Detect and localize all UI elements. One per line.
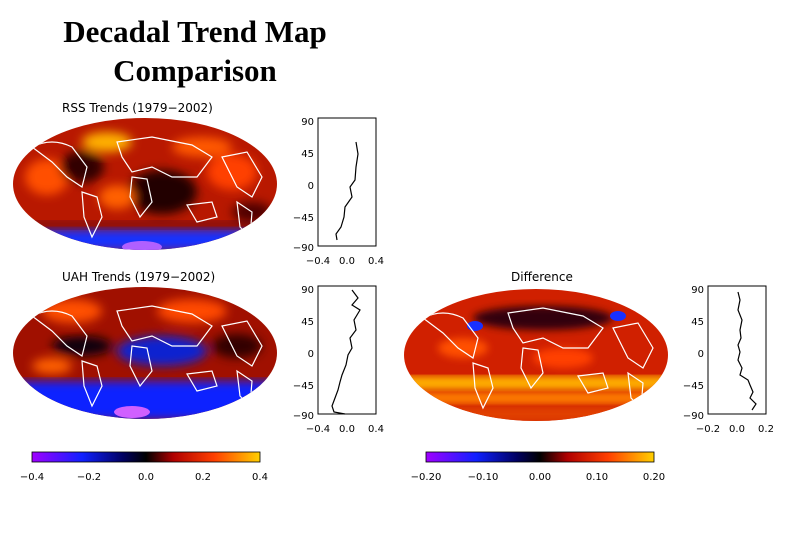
y-tick: −90 <box>293 411 314 422</box>
profile-curve <box>335 141 359 241</box>
x-tick: 0.2 <box>758 424 774 435</box>
colorbar-tick: −0.2 <box>77 472 101 483</box>
x-tick: 0.0 <box>339 256 355 267</box>
colorbar-tick: 0.10 <box>586 472 608 483</box>
y-tick: −45 <box>683 381 704 392</box>
title-line-2: Comparison <box>113 53 277 88</box>
uah-map-label: UAH Trends (1979−2002) <box>62 270 216 284</box>
page-title: Decadal Trend Map Comparison <box>20 12 370 90</box>
y-tick: 90 <box>691 285 704 296</box>
y-tick: 45 <box>301 149 314 160</box>
y-tick: 0 <box>308 349 314 360</box>
trend-colorbar: −0.4 −0.2 0.0 0.2 0.4 <box>20 451 268 483</box>
colorbar-tick: −0.4 <box>20 472 44 483</box>
profile-frame <box>707 285 767 415</box>
x-tick: 0.0 <box>729 424 745 435</box>
x-tick: −0.4 <box>306 256 330 267</box>
y-tick: 45 <box>691 317 704 328</box>
difference-map-label: Difference <box>511 270 573 284</box>
y-tick: −90 <box>293 243 314 254</box>
rss-zonal-profile: 90 45 0 −45 −90 −0.4 0.0 0.4 <box>293 117 384 267</box>
profile-curve <box>737 291 757 411</box>
colorbar-tick: 0.00 <box>529 472 551 483</box>
colorbar-tick: 0.4 <box>252 472 268 483</box>
x-tick: −0.2 <box>696 424 720 435</box>
colorbar-tick: 0.20 <box>643 472 665 483</box>
difference-map <box>404 289 668 421</box>
x-tick: 0.4 <box>368 424 384 435</box>
difference-zonal-profile: 90 45 0 −45 −90 −0.2 0.0 0.2 <box>683 285 774 435</box>
profile-frame <box>317 117 377 247</box>
y-tick: 45 <box>301 317 314 328</box>
profile-frame <box>317 285 377 415</box>
colorbar-tick: 0.2 <box>195 472 211 483</box>
colorbar-tick: 0.0 <box>138 472 154 483</box>
x-tick: 0.0 <box>339 424 355 435</box>
y-tick: −45 <box>293 213 314 224</box>
title-line-1: Decadal Trend Map <box>63 14 327 49</box>
x-tick: −0.4 <box>306 424 330 435</box>
uah-zonal-profile: 90 45 0 −45 −90 −0.4 0.0 0.4 <box>293 285 384 435</box>
y-tick: 90 <box>301 285 314 296</box>
rss-map-label: RSS Trends (1979−2002) <box>62 101 213 115</box>
uah-trend-map <box>13 287 277 419</box>
rss-trend-map <box>13 118 277 250</box>
y-tick: 0 <box>698 349 704 360</box>
y-tick: −45 <box>293 381 314 392</box>
y-tick: 0 <box>308 181 314 192</box>
colorbar-tick: −0.20 <box>411 472 442 483</box>
colorbar-tick: −0.10 <box>468 472 499 483</box>
y-tick: 90 <box>301 117 314 128</box>
x-tick: 0.4 <box>368 256 384 267</box>
y-tick: −90 <box>683 411 704 422</box>
profile-curve <box>331 289 361 415</box>
difference-colorbar: −0.20 −0.10 0.00 0.10 0.20 <box>411 451 665 483</box>
